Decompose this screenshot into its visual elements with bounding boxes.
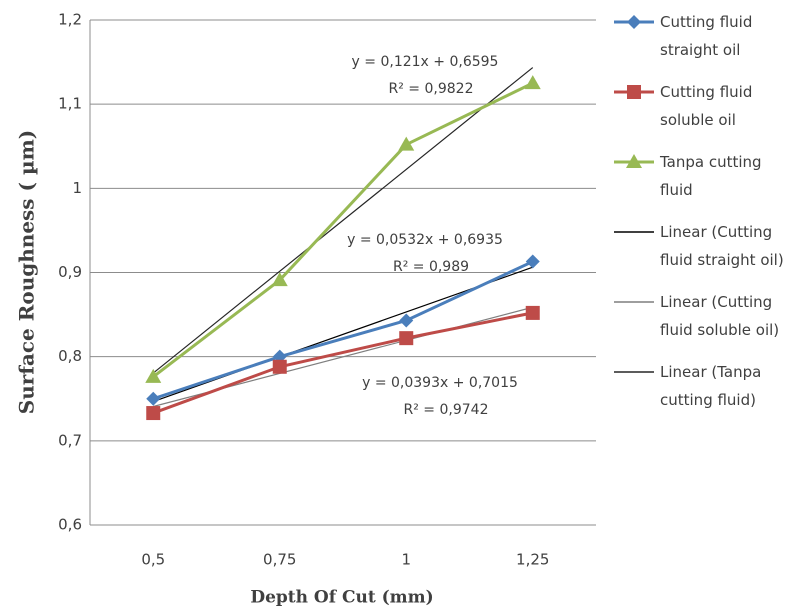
- point: [398, 137, 414, 151]
- legend-entry: Cutting fluid soluble oil: [612, 78, 788, 134]
- chart: Surface Roughness ( µm) Depth Of Cut (mm…: [0, 0, 610, 615]
- y-tick-label: 1,2: [58, 11, 82, 29]
- trendline-equation: y = 0,0532x + 0,6935: [347, 232, 503, 248]
- trendline-equation: y = 0,121x + 0,6595: [352, 54, 499, 70]
- series-line: [153, 83, 533, 377]
- x-axis-title: Depth Of Cut (mm): [250, 588, 433, 608]
- legend-swatch: [612, 362, 656, 382]
- legend-entry: Linear (Cutting fluid soluble oil): [612, 288, 788, 344]
- legend-label: Linear (Tanpa cutting fluid): [660, 358, 788, 414]
- point: [526, 255, 540, 269]
- legend-swatch: [612, 292, 656, 312]
- legend-entry: Linear (Cutting fluid straight oil): [612, 218, 788, 274]
- y-axis-title: Surface Roughness ( µm): [15, 130, 39, 414]
- page: {"chart_data": {"type": "line", "x_label…: [0, 0, 790, 615]
- legend-entry: Linear (Tanpa cutting fluid): [612, 358, 788, 414]
- x-tick-label: 0,75: [263, 551, 296, 569]
- x-tick-label: 0,5: [141, 551, 165, 569]
- x-tick-label: 1,25: [516, 551, 549, 569]
- y-tick-label: 0,6: [58, 516, 82, 534]
- y-tick-label: 0,9: [58, 263, 82, 281]
- y-tick-label: 0,7: [58, 431, 82, 449]
- trendline-r2: R² = 0,989: [393, 259, 469, 275]
- point: [273, 360, 287, 374]
- legend-label: Cutting fluid straight oil: [660, 8, 788, 64]
- point: [399, 331, 413, 345]
- legend: Cutting fluid straight oil Cutting fluid …: [612, 8, 788, 428]
- point: [526, 306, 540, 320]
- legend-entry: Cutting fluid straight oil: [612, 8, 788, 64]
- point: [146, 392, 160, 406]
- trendline-equation: y = 0,0393x + 0,7015: [362, 375, 518, 391]
- legend-swatch: [612, 222, 656, 242]
- legend-label: Tanpa cutting fluid: [660, 148, 788, 204]
- legend-marker: [627, 15, 641, 29]
- y-tick-label: 0,8: [58, 347, 82, 365]
- trendline: [153, 68, 533, 374]
- legend-marker: [627, 85, 641, 99]
- point: [399, 313, 413, 327]
- legend-swatch: [612, 82, 656, 102]
- legend-swatch: [612, 12, 656, 32]
- legend-label: Cutting fluid soluble oil: [660, 78, 788, 134]
- point: [146, 406, 160, 420]
- trendline-r2: R² = 0,9742: [404, 402, 489, 418]
- point: [525, 75, 541, 89]
- y-tick-label: 1: [72, 179, 82, 197]
- legend-label: Linear (Cutting fluid straight oil): [660, 218, 788, 274]
- legend-entry: Tanpa cutting fluid: [612, 148, 788, 204]
- legend-label: Linear (Cutting fluid soluble oil): [660, 288, 788, 344]
- legend-swatch: [612, 152, 656, 172]
- trendline-r2: R² = 0,9822: [389, 81, 474, 97]
- x-tick-label: 1: [401, 551, 411, 569]
- y-tick-label: 1,1: [58, 95, 82, 113]
